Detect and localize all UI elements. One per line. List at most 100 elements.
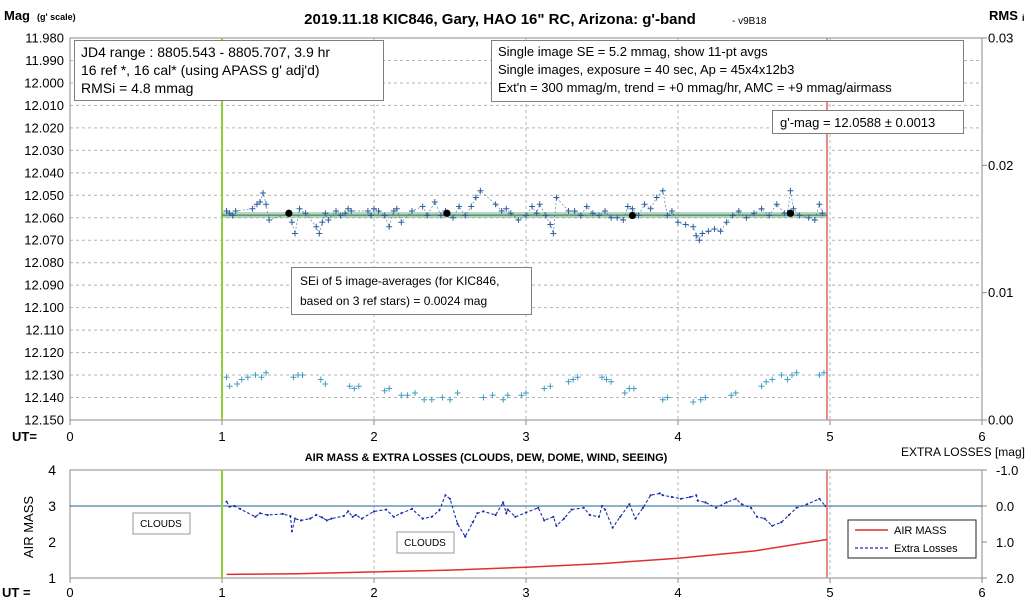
check-star-data-point: [480, 394, 487, 401]
extra-losses-point: [410, 507, 414, 510]
bottom-x-tick-label: 6: [978, 585, 985, 600]
target-data-point: [635, 212, 642, 219]
check-star-data-point: [398, 392, 405, 399]
top-y-tick-label: 12.000: [24, 75, 64, 90]
top-x-tick-label: 0: [66, 429, 73, 444]
gmag-box: g'-mag = 12.0588 ± 0.0013: [772, 110, 964, 134]
target-data-point: [313, 223, 320, 230]
top-ut-label: UT=: [12, 429, 37, 444]
extra-losses-point: [225, 500, 228, 503]
target-data-point: [498, 208, 505, 215]
extra-losses-point: [641, 506, 645, 509]
check-star-data-point: [621, 390, 628, 397]
target-data-point: [577, 212, 584, 219]
top-x-tick-label: 3: [522, 429, 529, 444]
check-star-data-point: [565, 378, 572, 385]
extra-losses-point: [372, 510, 376, 513]
extra-losses-point: [562, 517, 566, 520]
extra-losses-point: [330, 517, 333, 520]
check-star-data-point: [428, 396, 435, 403]
top-x-tick-label: 2: [370, 429, 377, 444]
target-data-point: [699, 230, 706, 237]
extra-losses-point: [689, 495, 692, 499]
target-data-point: [595, 212, 602, 219]
top-y-tick-label: 12.030: [24, 143, 64, 158]
extra-losses-point: [347, 510, 350, 513]
extra-losses-point: [787, 513, 791, 517]
extra-losses-point: [351, 515, 354, 518]
top-y-tick-label: 12.140: [24, 390, 64, 405]
extra-losses-point: [309, 517, 312, 520]
target-data-point: [647, 205, 654, 212]
top-y-tick-label: 12.120: [24, 345, 64, 360]
top-y-tick-label: 12.080: [24, 255, 64, 270]
extra-losses-point: [555, 524, 558, 527]
check-star-data-point: [547, 383, 554, 390]
extra-losses-point: [552, 515, 555, 518]
extra-losses-point: [392, 515, 395, 518]
check-star-data-point: [702, 394, 709, 401]
target-data-point: [571, 208, 578, 215]
check-star-data-point: [690, 399, 697, 406]
bottom-y-tick-labels: 4 3 2 1: [48, 462, 56, 586]
check-star-data-point: [504, 392, 511, 399]
extra-losses-point: [448, 497, 452, 500]
target-data-point: [462, 212, 469, 219]
target-data-point: [232, 208, 239, 215]
target-data-point: [325, 217, 332, 224]
extra-losses-point: [400, 512, 403, 515]
top-y-tick-label: 12.020: [24, 120, 64, 135]
target-data-point: [550, 230, 557, 237]
target-data-point: [641, 201, 648, 208]
extra-losses-point: [661, 494, 664, 497]
extra-losses-point: [658, 492, 661, 495]
top-y-tick-label: 12.100: [24, 300, 64, 315]
sei-line-2: based on 3 ref stars) = 0.0024 mag: [300, 294, 488, 308]
bottom-plot-marks: [70, 470, 982, 578]
bottom-y-tick-label: 2: [48, 534, 56, 550]
check-star-data-point: [659, 396, 666, 403]
check-star-data-point: [816, 372, 823, 379]
bottom-y-tick-label: 4: [48, 462, 56, 478]
check-star-data-point: [263, 369, 270, 376]
check-star-data-point: [758, 383, 765, 390]
extra-losses-point: [524, 511, 528, 514]
extra-losses-point: [806, 503, 809, 506]
check-star-data-point: [351, 385, 358, 392]
target-data-point: [547, 221, 554, 228]
target-data-point: [542, 212, 549, 219]
top-y-tick-labels: 11.980 11.990 12.000 12.010 12.020 12.030 12.0…: [24, 31, 64, 428]
check-star-data-point: [290, 374, 297, 381]
target-data-point: [263, 201, 270, 208]
gmag-value: g'-mag = 12.0588 ± 0.0013: [780, 115, 936, 130]
target-data-point: [398, 219, 405, 226]
top-x-tick-label: 6: [978, 429, 985, 444]
check-star-data-point: [223, 374, 230, 381]
target-data-point: [583, 203, 590, 210]
average-data-point: [285, 209, 293, 217]
target-data-point: [477, 187, 484, 194]
top-x-tick-label: 4: [674, 429, 681, 444]
target-data-point: [226, 210, 233, 217]
top-y-tick-label: 12.050: [24, 188, 64, 203]
check-star-data-point: [570, 376, 577, 383]
check-star-data-point: [439, 394, 446, 401]
extra-losses-point: [438, 509, 441, 512]
extra-losses-point: [494, 513, 497, 517]
target-data-point: [266, 217, 273, 224]
check-star-data-point: [421, 396, 428, 403]
extra-losses-point: [695, 494, 698, 497]
check-star-data-point: [778, 372, 785, 379]
target-data-point: [409, 208, 415, 215]
check-star-data-point: [820, 369, 827, 376]
target-data-point: [624, 203, 631, 210]
bottom-x-tick-label: 4: [674, 585, 681, 600]
target-data-point: [608, 214, 615, 221]
target-data-point: [450, 214, 457, 221]
target-data-point: [659, 187, 666, 194]
check-star-data-point: [386, 385, 393, 392]
bottom-y2-tick-label: 2.0: [996, 571, 1014, 586]
target-data-point: [437, 212, 444, 219]
extra-losses-point: [818, 497, 821, 500]
check-star-data-point: [518, 392, 525, 399]
